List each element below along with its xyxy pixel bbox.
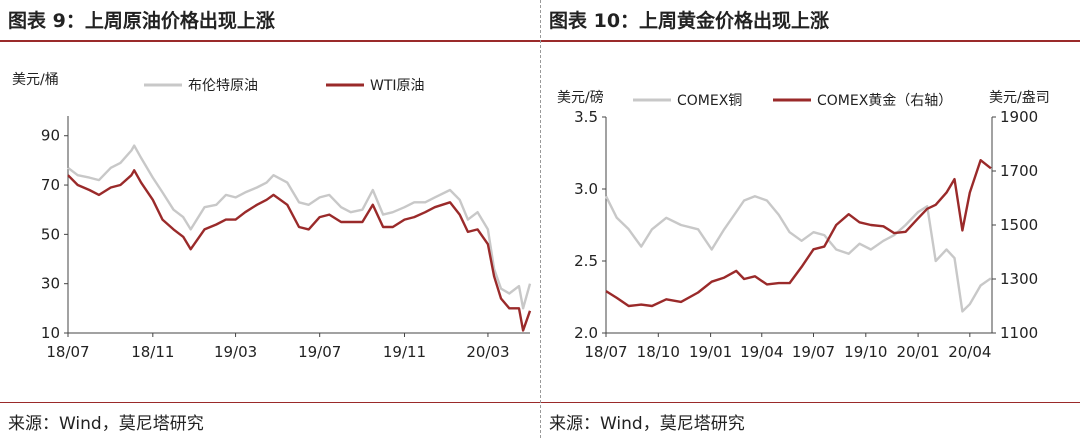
y-tick-label: 3.0 (574, 180, 598, 198)
legend-label: COMEX铜 (677, 93, 742, 109)
x-tick-label: 20/01 (896, 343, 939, 361)
legend-label: WTI原油 (370, 78, 425, 94)
x-tick-label: 18/10 (637, 343, 680, 361)
x-tick-label: 20/04 (948, 343, 991, 361)
y-tick-label: 3.5 (574, 108, 598, 126)
y-tick-label: 30 (41, 275, 60, 293)
copper-gold-line-chart: 2.0 2.5 3.0 3.5 1100 1300 1500 1700 1900 18/07 18/… (557, 89, 1050, 361)
x-tick-label: 18/07 (46, 343, 89, 361)
y-axis-unit-label: 美元/磅 (557, 89, 604, 106)
y-axis-unit-label: 美元/桶 (12, 72, 59, 88)
crude-oil-line-chart: 10 30 50 70 90 18/07 18/11 19/03 19/07 19/11 20/03… (12, 72, 532, 361)
y-tick-label: 50 (41, 225, 60, 243)
title-rule (541, 40, 1080, 42)
chart-title: 图表 9：上周原油价格出现上涨 (8, 10, 275, 32)
source-rule (541, 402, 1080, 403)
source-rule (0, 402, 540, 403)
x-tick-label: 19/03 (214, 343, 257, 361)
y2-tick-label: 1300 (1000, 270, 1038, 288)
series-line-1 (604, 194, 992, 313)
y2-axis-unit-label: 美元/盎司 (989, 90, 1050, 106)
y2-tick-label: 1500 (1000, 216, 1038, 234)
series-line-2 (67, 169, 532, 332)
y-tick-label: 70 (41, 176, 60, 194)
y2-tick-label: 1900 (1000, 108, 1038, 126)
x-tick-label: 19/07 (298, 343, 341, 361)
series-line-2 (605, 158, 992, 308)
x-tick-label: 20/03 (466, 343, 509, 361)
chart-panel-crude-oil: 图表 9：上周原油价格出现上涨 10 30 50 70 90 18/07 18/11 19/0… (0, 10, 540, 434)
chart-panel-copper-gold: 图表 10：上周黄金价格出现上涨 2.0 2.5 3.0 3.5 1100 1300 150… (541, 0, 1080, 438)
series-line-1 (67, 144, 532, 310)
y-tick-label: 2.0 (574, 324, 598, 342)
chart-title: 图表 10：上周黄金价格出现上涨 (549, 10, 830, 32)
x-tick-label: 19/11 (383, 343, 426, 361)
x-tick-label: 18/07 (584, 343, 627, 361)
y-tick-label: 90 (41, 127, 60, 145)
y-tick-label: 10 (41, 324, 60, 342)
y2-tick-label: 1100 (1000, 324, 1038, 342)
title-rule (0, 40, 540, 42)
chart-source: 来源：Wind，莫尼塔研究 (8, 414, 204, 434)
x-tick-label: 19/01 (689, 343, 732, 361)
x-tick-label: 19/07 (792, 343, 835, 361)
x-tick-label: 19/04 (740, 343, 783, 361)
panel-divider (540, 0, 541, 438)
legend-label: COMEX黄金（右轴） (817, 92, 952, 109)
chart-source: 来源：Wind，莫尼塔研究 (549, 414, 745, 434)
x-tick-label: 18/11 (131, 343, 174, 361)
x-tick-label: 19/10 (844, 343, 887, 361)
y-tick-label: 2.5 (574, 252, 598, 270)
legend-label: 布伦特原油 (188, 78, 258, 94)
y2-tick-label: 1700 (1000, 162, 1038, 180)
